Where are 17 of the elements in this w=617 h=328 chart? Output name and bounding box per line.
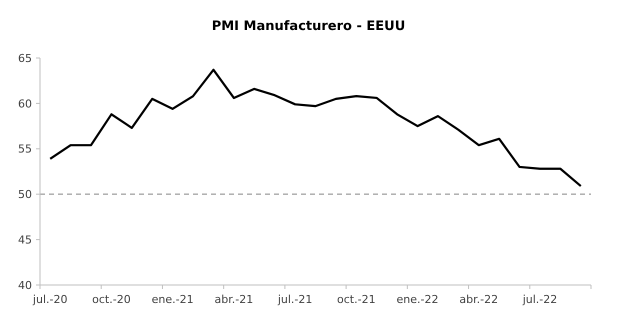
x-tick-label: abr.-21 bbox=[214, 293, 254, 306]
y-tick-label: 50 bbox=[18, 188, 32, 202]
x-tick-label: ene.-22 bbox=[396, 293, 439, 306]
x-tick-label: jul.-22 bbox=[522, 293, 558, 306]
x-tick-label: jul.-20 bbox=[32, 293, 68, 306]
x-tick-label: ene.-21 bbox=[152, 293, 194, 306]
y-tick-label: 45 bbox=[18, 233, 32, 246]
y-tick-label: 55 bbox=[18, 142, 32, 156]
x-tick-label: jul.-21 bbox=[276, 293, 312, 306]
y-tick-label: 40 bbox=[18, 278, 32, 292]
x-tick-label: oct.-21 bbox=[337, 293, 376, 306]
y-tick-label: 65 bbox=[18, 52, 32, 65]
x-tick-label: oct.-20 bbox=[92, 293, 131, 306]
x-tick-label: abr.-22 bbox=[459, 293, 498, 306]
line-series bbox=[49, 68, 582, 188]
y-tick-label: 60 bbox=[18, 97, 32, 110]
chart-title: PMI Manufacturero - EEUU bbox=[212, 19, 406, 34]
